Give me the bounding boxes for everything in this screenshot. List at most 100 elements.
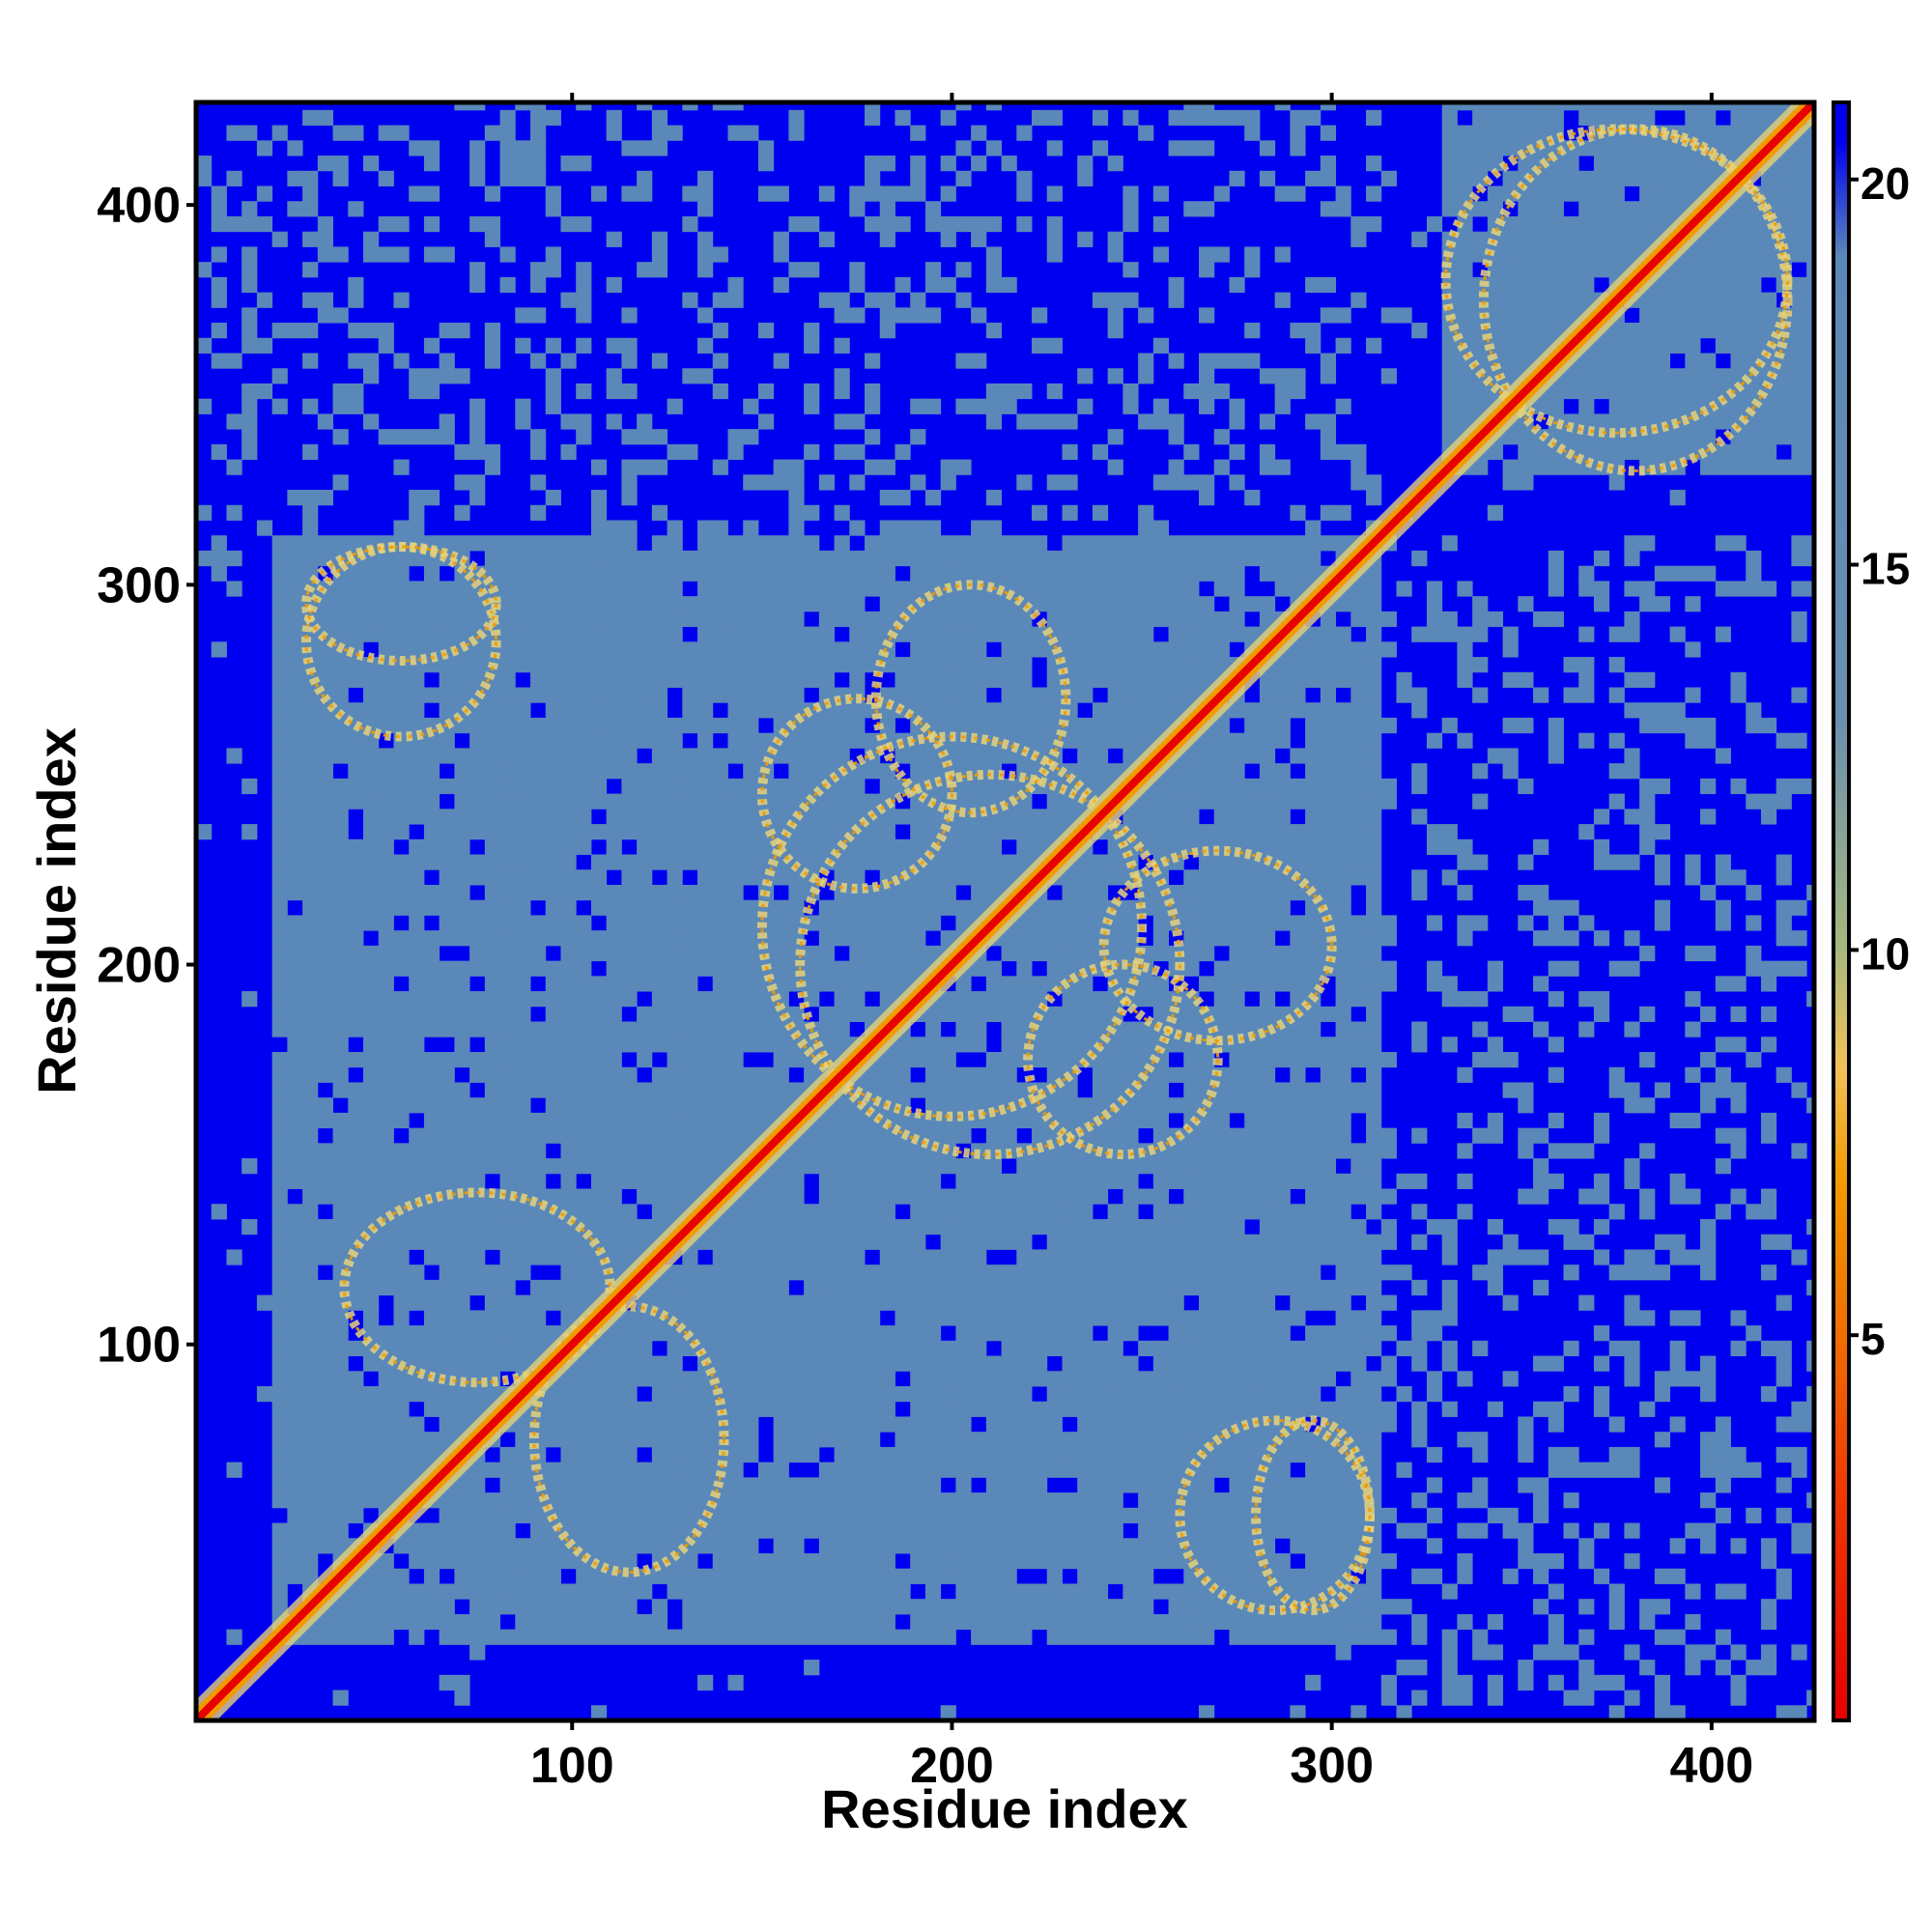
heatmap-cell bbox=[985, 1385, 1003, 1403]
heatmap-cell bbox=[1122, 915, 1139, 931]
heatmap-cell bbox=[454, 1051, 470, 1068]
heatmap-cell bbox=[469, 657, 486, 673]
heatmap-cell bbox=[637, 1188, 653, 1205]
heatmap-cell bbox=[895, 1340, 911, 1356]
heatmap-cell bbox=[924, 1446, 942, 1463]
heatmap-cell bbox=[865, 1340, 881, 1356]
heatmap-cell bbox=[484, 899, 501, 916]
heatmap-cell bbox=[940, 535, 956, 552]
heatmap-cell bbox=[849, 1613, 866, 1631]
heatmap-cell bbox=[682, 1021, 698, 1037]
heatmap-cell bbox=[1046, 1204, 1063, 1220]
heatmap-cell bbox=[1062, 1234, 1078, 1250]
heatmap-cell bbox=[788, 535, 805, 552]
heatmap-cell bbox=[955, 1173, 972, 1189]
heatmap-cell bbox=[378, 1432, 394, 1448]
heatmap-cell bbox=[1152, 1553, 1170, 1570]
heatmap-cell bbox=[1229, 778, 1245, 795]
heatmap-cell bbox=[1092, 778, 1109, 795]
heatmap-cell bbox=[576, 763, 592, 780]
heatmap-cell bbox=[682, 1310, 698, 1326]
heatmap-cell bbox=[1183, 535, 1200, 552]
heatmap-cell bbox=[560, 671, 577, 688]
heatmap-cell bbox=[423, 1583, 440, 1600]
heatmap-cell bbox=[530, 717, 547, 734]
heatmap-cell bbox=[1199, 611, 1215, 628]
heatmap-cell bbox=[1138, 1234, 1154, 1250]
heatmap-cell bbox=[910, 1492, 926, 1509]
heatmap-cell bbox=[1092, 1188, 1109, 1205]
heatmap-cell bbox=[637, 1218, 653, 1236]
heatmap-cell bbox=[545, 671, 561, 688]
heatmap-cell bbox=[1152, 641, 1170, 658]
heatmap-cell bbox=[895, 1112, 911, 1129]
heatmap-cell bbox=[1077, 1477, 1094, 1493]
heatmap-cell bbox=[1077, 915, 1094, 931]
heatmap-cell bbox=[576, 1264, 592, 1281]
heatmap-cell bbox=[530, 429, 547, 445]
heatmap-cell bbox=[1077, 1204, 1094, 1220]
heatmap-cell bbox=[1199, 763, 1215, 780]
heatmap-cell bbox=[1213, 1021, 1230, 1037]
heatmap-cell bbox=[560, 763, 577, 780]
heatmap-cell bbox=[895, 1583, 911, 1600]
heatmap-cell bbox=[1199, 1599, 1215, 1615]
heatmap-cell bbox=[1122, 1401, 1139, 1417]
heatmap-cell bbox=[834, 1006, 850, 1022]
heatmap-cell bbox=[332, 1264, 349, 1281]
heatmap-cell bbox=[576, 732, 592, 749]
heatmap-cell bbox=[924, 702, 942, 719]
heatmap-cell bbox=[1199, 1507, 1215, 1523]
heatmap-cell bbox=[727, 869, 744, 886]
heatmap-cell bbox=[1152, 413, 1170, 430]
heatmap-cell bbox=[560, 156, 577, 172]
heatmap-cell bbox=[1016, 641, 1033, 658]
heatmap-cell bbox=[985, 140, 1003, 156]
heatmap-cell bbox=[606, 1507, 622, 1523]
heatmap-cell bbox=[621, 748, 638, 764]
heatmap-cell bbox=[1122, 626, 1139, 642]
heatmap-cell bbox=[271, 671, 288, 688]
heatmap-cell bbox=[302, 1477, 319, 1493]
heatmap-cell bbox=[834, 1613, 850, 1631]
heatmap-cell bbox=[332, 1538, 349, 1554]
heatmap-cell bbox=[1062, 732, 1078, 749]
heatmap-cell bbox=[1062, 899, 1078, 916]
heatmap-cell bbox=[332, 793, 349, 810]
heatmap-cell bbox=[682, 1143, 698, 1159]
heatmap-cell bbox=[697, 520, 714, 536]
heatmap-cell bbox=[1152, 611, 1170, 628]
heatmap-cell bbox=[727, 1583, 744, 1600]
heatmap-cell bbox=[1168, 626, 1184, 642]
heatmap-cell bbox=[985, 1279, 1003, 1296]
heatmap-cell bbox=[879, 1401, 895, 1417]
heatmap-cell bbox=[712, 323, 728, 339]
heatmap-cell bbox=[606, 1325, 622, 1342]
heatmap-cell bbox=[423, 1097, 440, 1114]
heatmap-cell bbox=[363, 838, 380, 855]
heatmap-cell bbox=[849, 1371, 866, 1387]
heatmap-cell bbox=[924, 717, 942, 734]
heatmap-cell bbox=[682, 611, 698, 628]
heatmap-cell bbox=[439, 1158, 455, 1175]
heatmap-cell bbox=[834, 1127, 850, 1144]
heatmap-cell bbox=[757, 1325, 775, 1342]
heatmap-cell bbox=[454, 1310, 470, 1326]
heatmap-cell bbox=[1152, 337, 1170, 354]
heatmap-cell bbox=[743, 1097, 759, 1114]
heatmap-cell bbox=[985, 1462, 1003, 1478]
heatmap-cell bbox=[393, 1021, 410, 1037]
heatmap-cell bbox=[1062, 1355, 1078, 1372]
heatmap-cell bbox=[1152, 565, 1170, 582]
heatmap-cell bbox=[637, 930, 653, 947]
heatmap-cell bbox=[1016, 930, 1033, 947]
heatmap-cell bbox=[317, 1006, 334, 1022]
heatmap-cell bbox=[667, 763, 683, 780]
heatmap-cell bbox=[1229, 1294, 1245, 1311]
heatmap-cell bbox=[910, 1553, 926, 1570]
heatmap-cell bbox=[317, 1340, 334, 1356]
heatmap-cell bbox=[1107, 1218, 1123, 1236]
heatmap-cell bbox=[985, 1355, 1003, 1372]
heatmap-cell bbox=[788, 1264, 805, 1281]
heatmap-cell bbox=[515, 991, 531, 1008]
